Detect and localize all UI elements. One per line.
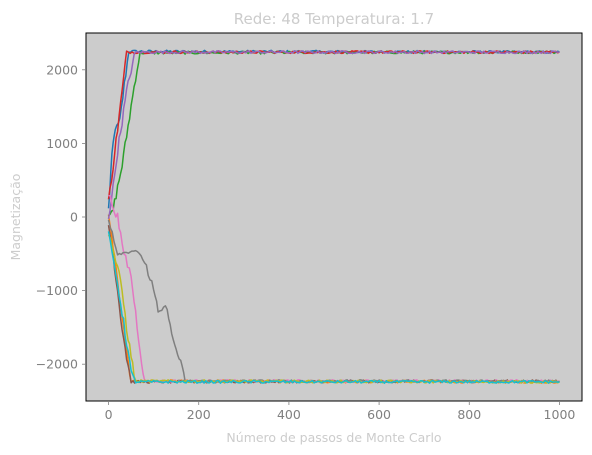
y-tick-label: 2000 [46, 62, 78, 77]
x-axis-label: Número de passos de Monte Carlo [226, 430, 441, 445]
series-line-10 [107, 231, 560, 384]
x-tick-label: 600 [367, 407, 391, 422]
x-tick-label: 1000 [544, 407, 576, 422]
x-tick-label: 0 [105, 407, 113, 422]
plot-area [85, 32, 583, 402]
series-line-5 [107, 50, 560, 220]
y-axis-label: Magnetização [8, 174, 23, 261]
chart-title: Rede: 48 Temperatura: 1.7 [234, 10, 434, 28]
y-tick-label: 1000 [46, 136, 78, 151]
x-tick-label: 200 [187, 407, 211, 422]
y-axis: −2000 −1000 0 1000 2000 [36, 62, 86, 372]
x-tick-label: 400 [277, 407, 301, 422]
y-tick-label: −1000 [36, 283, 78, 298]
y-tick-label: −2000 [36, 357, 78, 372]
y-tick-label: 0 [70, 210, 78, 225]
series-group [107, 49, 560, 384]
x-tick-label: 800 [457, 407, 481, 422]
x-axis: 0 200 400 600 800 1000 [105, 401, 576, 422]
